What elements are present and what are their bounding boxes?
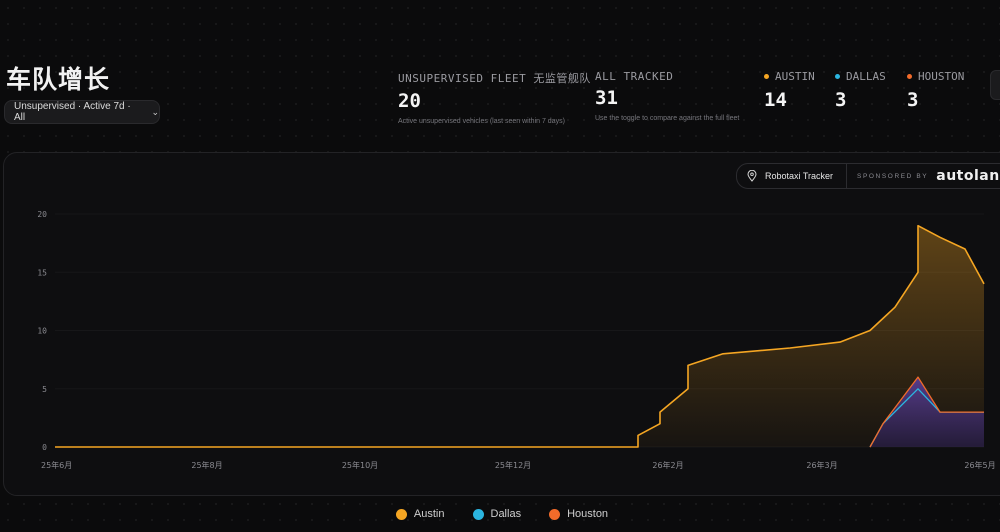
unsupervised-fleet-value: 20: [398, 90, 421, 112]
city-name-dallas: DALLAS: [846, 70, 886, 83]
houston-legend-swatch-icon: [549, 508, 561, 520]
austin-legend-swatch-icon: [395, 508, 407, 520]
city-stat-austin: AUSTIN 14: [764, 70, 815, 111]
x-tick-label: 26年2月: [652, 460, 683, 470]
city-value-dallas: 3: [835, 89, 847, 111]
austin-line: [55, 224, 985, 448]
edge-toggle-button[interactable]: [990, 70, 1000, 100]
dallas-legend-swatch-icon: [472, 508, 484, 520]
lower-series-area: [870, 377, 984, 447]
unsupervised-fleet-description: Active unsupervised vehicles (last seen …: [398, 118, 565, 125]
x-tick-label: 25年8月: [191, 460, 222, 470]
legend-item-houston[interactable]: Houston: [549, 508, 608, 520]
austin-dot-icon: [764, 74, 769, 79]
city-stat-dallas: DALLAS 3: [835, 70, 886, 111]
city-value-austin: 14: [764, 89, 787, 111]
all-tracked-value: 31: [595, 87, 618, 109]
map-pin-icon: [747, 170, 757, 182]
y-tick-label: 0: [42, 443, 47, 452]
y-tick-label: 20: [37, 210, 47, 219]
sponsor-brand-logo: autolane: [936, 168, 1000, 184]
chart-legend: Austin Dallas Houston: [0, 508, 1000, 520]
city-name-austin: AUSTIN: [775, 70, 815, 83]
legend-item-dallas[interactable]: Dallas: [472, 508, 522, 520]
y-tick-label: 5: [42, 385, 47, 394]
all-tracked-description: Use the toggle to compare against the fu…: [595, 115, 740, 122]
page-title: 车队增长: [6, 65, 111, 94]
legend-label-dallas: Dallas: [490, 508, 522, 520]
unsupervised-fleet-label: UNSUPERVISED FLEET 无监管舰队: [398, 72, 591, 85]
all-tracked-stat: ALL TRACKED 31 Use the toggle to compare…: [595, 70, 739, 122]
city-name-houston: HOUSTON: [918, 70, 965, 83]
dallas-dot-icon: [835, 74, 840, 79]
city-value-houston: 3: [907, 89, 919, 111]
x-tick-label: 26年5月: [964, 460, 995, 470]
fleet-filter-dropdown[interactable]: Unsupervised · Active 7d · All ⌄: [4, 100, 160, 124]
legend-item-austin[interactable]: Austin: [395, 508, 445, 520]
sponsor-badge[interactable]: Robotaxi Tracker SPONSORED BY autolane: [736, 163, 1000, 189]
houston-dot-icon: [907, 74, 912, 79]
legend-label-houston: Houston: [567, 508, 609, 520]
x-tick-label: 25年10月: [342, 460, 378, 470]
unsupervised-fleet-stat: UNSUPERVISED FLEET 无监管舰队 20 Active unsup…: [398, 70, 591, 125]
chevron-down-icon: ⌄: [151, 106, 159, 117]
legend-label-austin: Austin: [413, 508, 445, 520]
sponsored-by-label: SPONSORED BY: [857, 172, 929, 180]
y-tick-label: 15: [37, 268, 47, 277]
austin-area: [55, 225, 984, 447]
x-tick-label: 25年6月: [41, 460, 72, 470]
x-tick-label: 26年3月: [806, 460, 837, 470]
x-tick-label: 25年12月: [495, 460, 531, 470]
filter-label: Unsupervised · Active 7d · All: [14, 101, 131, 123]
city-stat-houston: HOUSTON 3: [907, 70, 964, 111]
y-tick-label: 10: [37, 327, 47, 336]
tracker-label: Robotaxi Tracker: [765, 171, 834, 181]
sponsor-divider: [846, 164, 848, 188]
houston-line: [869, 376, 984, 448]
all-tracked-label: ALL TRACKED: [595, 70, 674, 83]
